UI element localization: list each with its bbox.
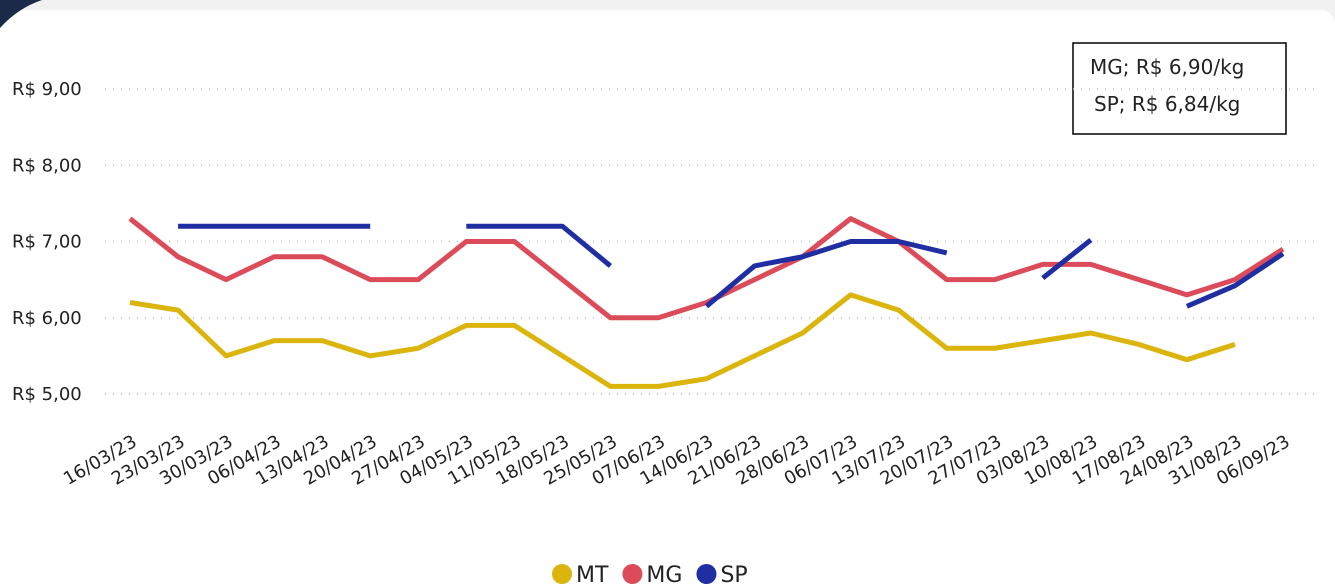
legend-marker (696, 564, 717, 584)
series-line (129, 292, 1236, 389)
legend-marker (622, 564, 643, 584)
series-line (128, 216, 1285, 321)
corner (0, 0, 42, 28)
y-tick-label: R$ 8,00 (12, 155, 82, 176)
legend-label: SP (720, 563, 747, 586)
y-tick-label: R$ 6,00 (12, 308, 82, 329)
card (0, 10, 1335, 586)
series-line (178, 223, 1285, 309)
legend-label: MT (576, 563, 609, 586)
legend-marker (552, 564, 572, 584)
legend-label: MG (646, 563, 682, 586)
annotation: SP; R$ 6,84/kg (1094, 92, 1240, 116)
y-tick-label: R$ 5,00 (12, 384, 82, 405)
y-tick-label: R$ 7,00 (12, 232, 82, 253)
annotation: MG; R$ 6,90/kg (1090, 55, 1244, 79)
y-tick-label: R$ 9,00 (12, 79, 82, 100)
